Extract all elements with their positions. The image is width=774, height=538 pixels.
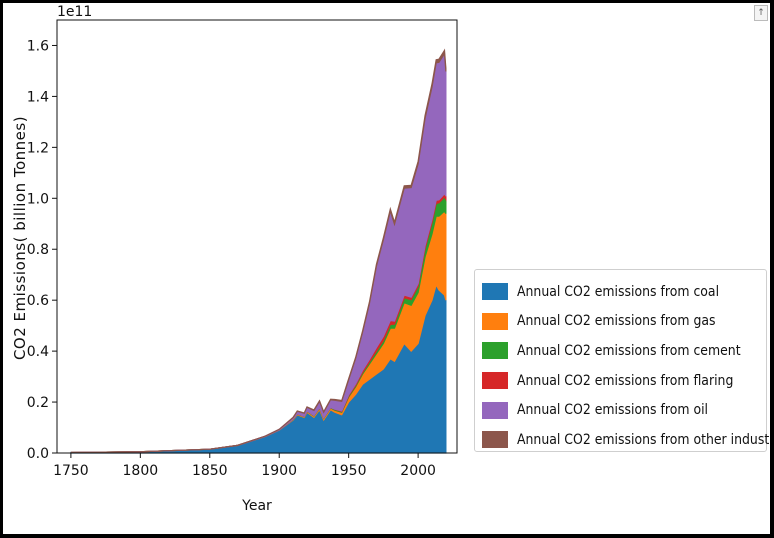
legend-label: Annual CO2 emissions from coal xyxy=(517,283,720,300)
legend-item-cement: Annual CO2 emissions from cement xyxy=(482,336,766,366)
legend-label: Annual CO2 emissions from cement xyxy=(517,342,741,359)
y-tick-label: 1.4 xyxy=(27,89,49,105)
legend-label: Annual CO2 emissions from other industry xyxy=(517,431,770,448)
legend: Annual CO2 emissions from coal Annual CO2… xyxy=(474,269,770,455)
y-tick-label: 1.6 xyxy=(27,38,49,54)
chart: 1750 1800 1850 1900 1950 2000 0.0 0.2 0.4 0.6 0.8… xyxy=(11,4,458,514)
legend-item-flaring: Annual CO2 emissions from flaring xyxy=(482,366,766,396)
y-tick-label: 0.8 xyxy=(27,242,49,258)
y-tick-label: 0.6 xyxy=(27,293,49,309)
y-tick-label: 1.0 xyxy=(27,191,49,207)
y-tick-label: 0.4 xyxy=(27,344,49,360)
legend-label: Annual CO2 emissions from flaring xyxy=(517,372,734,389)
legend-label: Annual CO2 emissions from oil xyxy=(517,402,709,419)
up-arrow-icon: ↑ xyxy=(757,8,765,18)
legend-item-gas: Annual CO2 emissions from gas xyxy=(482,307,766,337)
y-tick-label: 0.0 xyxy=(27,446,49,462)
legend-swatch xyxy=(482,312,508,330)
chart-window: 1750 1800 1850 1900 1950 2000 0.0 0.2 0.4 0.6 0.8… xyxy=(3,3,770,534)
x-tick-label: 2000 xyxy=(400,463,436,479)
y-ticks: 0.0 0.2 0.4 0.6 0.8 1.0 1.2 1.4 1.6 xyxy=(27,38,57,462)
legend-swatch xyxy=(482,342,508,360)
y-tick-label: 0.2 xyxy=(27,395,49,411)
x-tick-label: 1850 xyxy=(192,463,228,479)
y-axis-label: CO2 Emissions( billion Tonnes) xyxy=(11,116,29,360)
area-other-industry xyxy=(70,48,447,454)
legend-swatch xyxy=(482,372,508,390)
x-tick-label: 1800 xyxy=(123,463,159,479)
legend-swatch xyxy=(482,401,508,419)
y-tick-label: 1.2 xyxy=(27,140,49,156)
scroll-up-button[interactable]: ↑ xyxy=(754,5,768,21)
legend-item-oil: Annual CO2 emissions from oil xyxy=(482,395,766,425)
legend-label: Annual CO2 emissions from gas xyxy=(517,313,716,330)
legend-swatch xyxy=(482,283,508,301)
x-ticks: 1750 1800 1850 1900 1950 2000 xyxy=(53,453,436,479)
x-tick-label: 1950 xyxy=(331,463,367,479)
offset-text: 1e11 xyxy=(57,4,92,20)
area-layers xyxy=(70,48,447,454)
x-tick-label: 1750 xyxy=(53,463,89,479)
legend-swatch xyxy=(482,431,508,449)
plot-frame xyxy=(56,19,458,454)
x-axis-label: Year xyxy=(241,498,272,514)
legend-item-coal: Annual CO2 emissions from coal xyxy=(482,277,766,307)
legend-item-other-industry: Annual CO2 emissions from other industry xyxy=(482,425,770,455)
x-tick-label: 1900 xyxy=(261,463,297,479)
